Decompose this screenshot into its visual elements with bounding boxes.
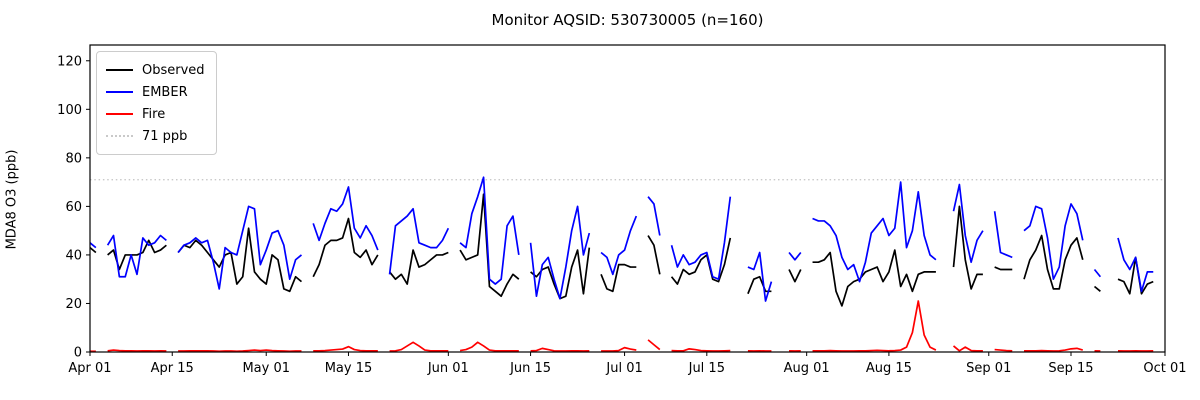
series-line-observed [600, 263, 637, 293]
legend-item-observed: Observed [106, 59, 205, 81]
x-tick-label: Jun 01 [427, 361, 469, 376]
x-tick-label: Sep 15 [1048, 361, 1093, 376]
series-line-ember [1117, 237, 1154, 293]
legend-item-71-ppb: 71 ppb [106, 125, 205, 147]
legend-swatch [106, 91, 133, 93]
legend-swatch [106, 113, 133, 115]
series-line-observed [647, 235, 661, 275]
legend-label: Fire [142, 106, 166, 122]
legend-swatch [106, 69, 133, 71]
x-tick-label: May 15 [325, 361, 373, 376]
series-line-fire [647, 339, 661, 351]
series-line-observed [1023, 234, 1084, 290]
series-line-observed [747, 275, 772, 295]
series-line-ember [388, 207, 450, 275]
series-line-fire [601, 346, 637, 352]
legend: Observed EMBER Fire 71 ppb [96, 51, 217, 155]
y-tick-label: 0 [74, 346, 82, 361]
series-line-ember [1023, 203, 1084, 281]
x-tick-label: Oct 01 [1143, 361, 1186, 376]
series-line-fire [530, 347, 590, 352]
series-line-fire [671, 348, 731, 352]
series-line-observed [89, 246, 97, 254]
series-line-fire [459, 341, 519, 352]
series-line-ember [529, 205, 591, 300]
x-tick-label: Aug 01 [784, 361, 830, 376]
series-line-observed [670, 237, 732, 285]
series-line-observed [1117, 256, 1154, 295]
series-line-fire [107, 349, 167, 352]
series-line-ember [106, 234, 167, 278]
series-line-ember [600, 215, 638, 276]
series-line-observed [812, 249, 936, 307]
series-line-ember [312, 186, 379, 251]
series-line-observed [177, 227, 303, 293]
x-tick-label: Aug 15 [866, 361, 912, 376]
series-line-ember [670, 196, 732, 281]
series-line-ember [459, 176, 520, 285]
x-tick-label: Sep 01 [966, 361, 1011, 376]
series-line-observed [312, 217, 379, 278]
series-line-ember [177, 205, 303, 290]
series-line-ember [747, 251, 773, 302]
series-line-ember [993, 211, 1013, 259]
x-tick-label: May 01 [242, 361, 290, 376]
x-tick-label: Apr 01 [68, 361, 111, 376]
series-line-ember [812, 181, 937, 283]
series-line-fire [994, 348, 1013, 352]
legend-label: EMBER [142, 84, 188, 100]
series-line-observed [530, 247, 591, 300]
series-line-ember [788, 251, 802, 261]
series-line-fire [812, 300, 937, 352]
series-line-observed [788, 269, 802, 283]
legend-item-fire: Fire [106, 103, 205, 125]
legend-item-ember: EMBER [106, 81, 205, 103]
series-line-ember [952, 183, 984, 264]
legend-label: Observed [142, 62, 205, 78]
y-tick-label: 40 [65, 248, 82, 263]
series-line-observed [994, 266, 1013, 271]
y-tick-label: 80 [65, 151, 82, 166]
plot-border [89, 44, 1166, 353]
series-line-fire [389, 341, 449, 352]
series-line-observed [459, 193, 520, 298]
series-line-observed [388, 249, 449, 285]
legend-label: 71 ppb [142, 128, 188, 144]
series-line-fire [313, 345, 378, 352]
y-tick-label: 20 [65, 297, 82, 312]
x-tick-label: Jun 15 [509, 361, 551, 376]
legend-swatch [106, 135, 133, 137]
chart-title: Monitor AQSID: 530730005 (n=160) [491, 11, 764, 29]
series-line-fire [1024, 347, 1083, 352]
x-tick-label: Apr 15 [151, 361, 194, 376]
series-line-fire [178, 349, 302, 353]
x-tick-label: Jul 01 [605, 361, 642, 376]
series-line-ember [647, 196, 661, 236]
series-line-observed [1093, 285, 1101, 292]
series-line-ember [1093, 268, 1102, 278]
y-tick-label: 60 [65, 200, 82, 215]
series-line-ember [89, 242, 97, 249]
y-tick-label: 100 [57, 103, 82, 118]
series-line-observed [952, 205, 983, 290]
y-axis-label: MDA8 O3 (ppb) [4, 149, 20, 250]
y-tick-label: 120 [57, 54, 82, 69]
x-tick-label: Jul 15 [688, 361, 725, 376]
series-line-fire [952, 345, 983, 352]
